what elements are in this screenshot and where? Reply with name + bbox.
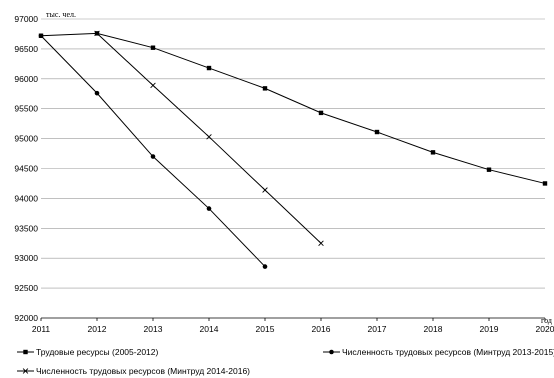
y-tick-label: 95000 bbox=[14, 134, 38, 144]
y-tick-label: 94000 bbox=[14, 193, 38, 203]
data-point bbox=[206, 206, 212, 211]
gridlines bbox=[41, 18, 545, 289]
data-point bbox=[542, 181, 548, 186]
x-tick-label: 2015 bbox=[256, 324, 275, 334]
x-tick-label: 2019 bbox=[480, 324, 499, 334]
x-tick-label: 2012 bbox=[88, 324, 107, 334]
y-tick-label: 93500 bbox=[14, 223, 38, 233]
y-tick-label: 96000 bbox=[14, 74, 38, 84]
data-point bbox=[262, 187, 268, 193]
x-tick-label: 2020 bbox=[536, 324, 554, 334]
x-tick-label: 2017 bbox=[368, 324, 387, 334]
data-point bbox=[38, 33, 44, 39]
data-point bbox=[206, 65, 212, 71]
x-tick-label: 2014 bbox=[200, 324, 219, 334]
data-point bbox=[318, 240, 324, 246]
data-point bbox=[374, 129, 380, 135]
legend-marker bbox=[22, 368, 29, 374]
legend-label: Численность трудовых ресурсов (Минтруд 2… bbox=[36, 366, 250, 376]
x-tick-label: 2016 bbox=[312, 324, 331, 334]
x-tick-label: 2018 bbox=[424, 324, 443, 334]
data-point bbox=[206, 134, 212, 140]
series-1 bbox=[38, 31, 548, 186]
legend: Трудовые ресурсы (2005-2012) Численность … bbox=[17, 347, 554, 376]
y-tick-label: 92500 bbox=[14, 283, 38, 293]
y-tick-label: 92000 bbox=[14, 313, 38, 323]
data-point bbox=[94, 90, 100, 96]
series-3 bbox=[94, 30, 324, 246]
y-tick-label: 97000 bbox=[14, 14, 38, 24]
legend-label: Численность трудовых ресурсов (Минтруд 2… bbox=[342, 347, 554, 357]
x-tick-label: 2011 bbox=[32, 324, 51, 334]
data-point bbox=[94, 30, 100, 37]
data-point bbox=[150, 82, 156, 89]
series-2 bbox=[38, 33, 268, 269]
y-tick-label: 93000 bbox=[14, 253, 38, 263]
legend-item: Численность трудовых ресурсов (Минтруд 2… bbox=[323, 347, 554, 357]
series-line bbox=[96, 32, 322, 244]
y-axis-tick-labels: 92000 92500 93000 93500 94000 94500 95000 95500… bbox=[14, 14, 38, 323]
series-lines bbox=[38, 30, 548, 269]
legend-item: Трудовые ресурсы (2005-2012) bbox=[17, 347, 159, 357]
data-point bbox=[262, 264, 268, 269]
y-axis-label: тыс. чел. bbox=[46, 10, 76, 19]
y-tick-label: 96500 bbox=[14, 44, 38, 54]
data-point bbox=[150, 45, 156, 50]
data-point bbox=[262, 86, 268, 91]
y-tick-label: 94500 bbox=[14, 164, 38, 174]
legend-item: Численность трудовых ресурсов (Минтруд 2… bbox=[17, 366, 250, 376]
y-tick-label: 95500 bbox=[14, 104, 38, 114]
x-axis-label: год bbox=[541, 316, 552, 325]
x-axis-tick-labels: 2011 2012 2013 2014 2015 2016 2017 2018 2019 2020 bbox=[32, 318, 554, 334]
legend-marker bbox=[23, 349, 28, 355]
data-point bbox=[486, 167, 492, 172]
data-point bbox=[150, 154, 156, 159]
data-point bbox=[430, 150, 436, 155]
legend-label: Трудовые ресурсы (2005-2012) bbox=[36, 347, 159, 357]
legend-marker bbox=[329, 349, 334, 355]
series-line bbox=[40, 35, 266, 267]
x-tick-label: 2013 bbox=[144, 324, 163, 334]
series-line bbox=[40, 32, 546, 184]
data-point bbox=[318, 110, 324, 116]
